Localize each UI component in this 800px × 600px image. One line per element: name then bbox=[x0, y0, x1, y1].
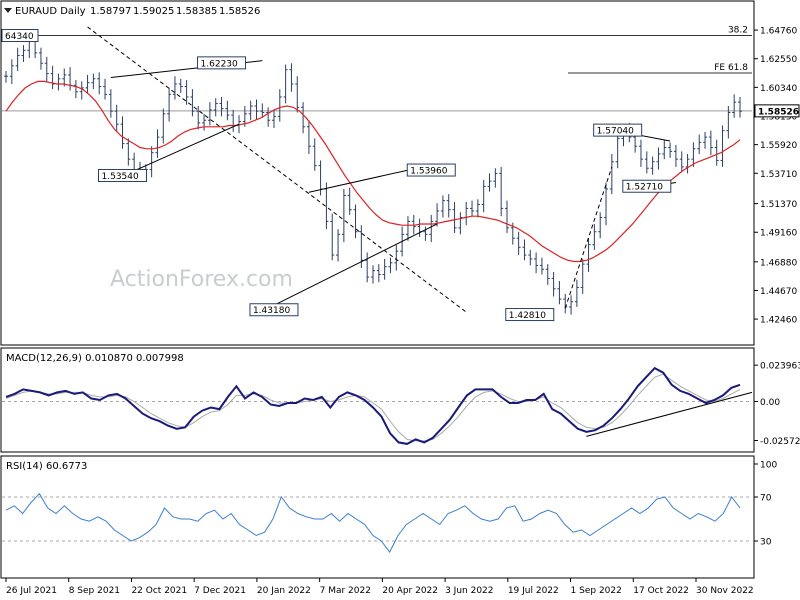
price-axis: 1.64760 1.62550 1.60340 1.58130 1.55920 1.537… bbox=[754, 27, 800, 326]
price-y-tick-label: 1.58130 bbox=[760, 112, 797, 122]
x-axis: 26 Jul 2021 8 Sep 2021 22 Oct 2021 7 Dec 20… bbox=[5, 578, 754, 596]
x-tick-label: 1 Sep 2022 bbox=[571, 586, 622, 596]
price-annotation-box bbox=[593, 123, 643, 137]
x-tick-label: 7 Dec 2021 bbox=[194, 586, 246, 596]
price-grid: 38.2 FE 61.8 bbox=[2, 26, 752, 112]
price-annotation-box bbox=[406, 163, 456, 177]
rsi-panel-frame bbox=[0, 455, 755, 579]
ohlc-low: 1.58385 bbox=[176, 6, 217, 17]
price-y-tick-label: 1.53710 bbox=[760, 170, 797, 180]
macd-title: MACD(12,26,9) 0.010870 0.007998 bbox=[6, 353, 184, 364]
price-title: EURAUD Daily 1.58797 1.59025 1.58385 1.5… bbox=[4, 6, 260, 17]
price-annotation-box bbox=[505, 308, 555, 322]
rsi-y-tick-label: 70 bbox=[760, 494, 772, 504]
price-y-tick-label: 1.49160 bbox=[760, 229, 797, 239]
price-annotation-box bbox=[1, 29, 39, 43]
x-tick-label: 8 Sep 2021 bbox=[69, 586, 120, 596]
rsi-layer: 100 70 30 bbox=[2, 461, 777, 553]
macd-trend-line bbox=[586, 391, 753, 437]
price-annotation-label: 1.53540 bbox=[102, 172, 139, 182]
price-annotation-box bbox=[98, 168, 148, 182]
rsi-y-tick-label: 30 bbox=[760, 538, 772, 548]
price-annotation-box bbox=[249, 303, 299, 317]
macd-y-tick-label: 0.023963 bbox=[760, 362, 800, 372]
rsi-y-tick-label: 100 bbox=[760, 461, 777, 471]
price-annotation-label: 64340 bbox=[5, 32, 34, 42]
macd-signal-line bbox=[5, 373, 741, 442]
macd-layer: 0.023963 0.00 -0.025726 bbox=[2, 362, 800, 447]
x-tick-label: 17 Oct 2022 bbox=[633, 586, 689, 596]
macd-line bbox=[5, 366, 741, 445]
price-annotation-box bbox=[197, 56, 247, 70]
x-tick-label: 22 Oct 2021 bbox=[131, 586, 187, 596]
price-y-tick-label: 1.46880 bbox=[760, 258, 797, 268]
rsi-title: RSI(14) 60.6773 bbox=[6, 461, 87, 472]
x-tick-label: 3 Jun 2022 bbox=[445, 586, 493, 596]
x-tick-label: 20 Jan 2022 bbox=[257, 586, 311, 596]
x-tick-label: 20 Apr 2022 bbox=[382, 586, 438, 596]
trend-line bbox=[267, 223, 438, 309]
price-annotation-label: 1.62230 bbox=[201, 59, 238, 69]
trend-line bbox=[564, 166, 613, 309]
price-title-label: EURAUD Daily bbox=[15, 6, 86, 17]
ohlc-open: 1.58797 bbox=[90, 6, 131, 17]
macd-y-tick-label: -0.025726 bbox=[760, 437, 800, 447]
moving-average-line bbox=[5, 80, 741, 263]
dropdown-triangle-icon bbox=[4, 8, 12, 13]
price-y-tick-label: 1.55920 bbox=[760, 141, 797, 151]
price-labels: 64340 1.62230 1.53540 1.43180 1.53960 1.42810… bbox=[1, 29, 672, 322]
x-tick-label: 7 Mar 2022 bbox=[320, 586, 371, 596]
macd-panel-frame bbox=[0, 347, 755, 453]
price-y-tick-label: 1.62550 bbox=[760, 55, 797, 65]
trend-line bbox=[87, 26, 467, 313]
ohlc-high: 1.59025 bbox=[133, 6, 174, 17]
watermark-text: ActionForex.com bbox=[110, 267, 293, 292]
price-y-tick-label: 1.51370 bbox=[760, 200, 797, 210]
x-tick-label: 26 Jul 2021 bbox=[6, 586, 57, 596]
price-y-tick-label: 1.44670 bbox=[760, 287, 797, 297]
fib-level-label: 38.2 bbox=[728, 26, 748, 36]
price-y-tick-label: 1.42460 bbox=[760, 316, 797, 326]
price-y-tick-label: 1.60340 bbox=[760, 84, 797, 94]
price-annotation-box bbox=[622, 179, 672, 193]
price-annotation-label: 1.52710 bbox=[626, 183, 663, 193]
current-price-box bbox=[754, 104, 800, 118]
rsi-line bbox=[5, 492, 741, 553]
x-tick-label: 30 Nov 2022 bbox=[696, 586, 754, 596]
macd-y-tick-label: 0.00 bbox=[760, 398, 780, 408]
price-annotation-label: 1.43180 bbox=[253, 306, 290, 316]
x-tick-label: 19 Jul 2022 bbox=[508, 586, 559, 596]
price-annotation-label: 1.53960 bbox=[410, 167, 447, 177]
price-y-tick-label: 1.64760 bbox=[760, 27, 797, 37]
current-price-label: 1.58526 bbox=[758, 107, 799, 117]
price-annotation-label: 1.42810 bbox=[509, 311, 546, 321]
price-annotation-label: 1.57040 bbox=[597, 127, 634, 137]
price-lines bbox=[4, 26, 742, 315]
trend-line bbox=[128, 123, 240, 174]
ohlc-close: 1.58526 bbox=[219, 6, 260, 17]
fib-level-label: FE 61.8 bbox=[714, 63, 748, 73]
